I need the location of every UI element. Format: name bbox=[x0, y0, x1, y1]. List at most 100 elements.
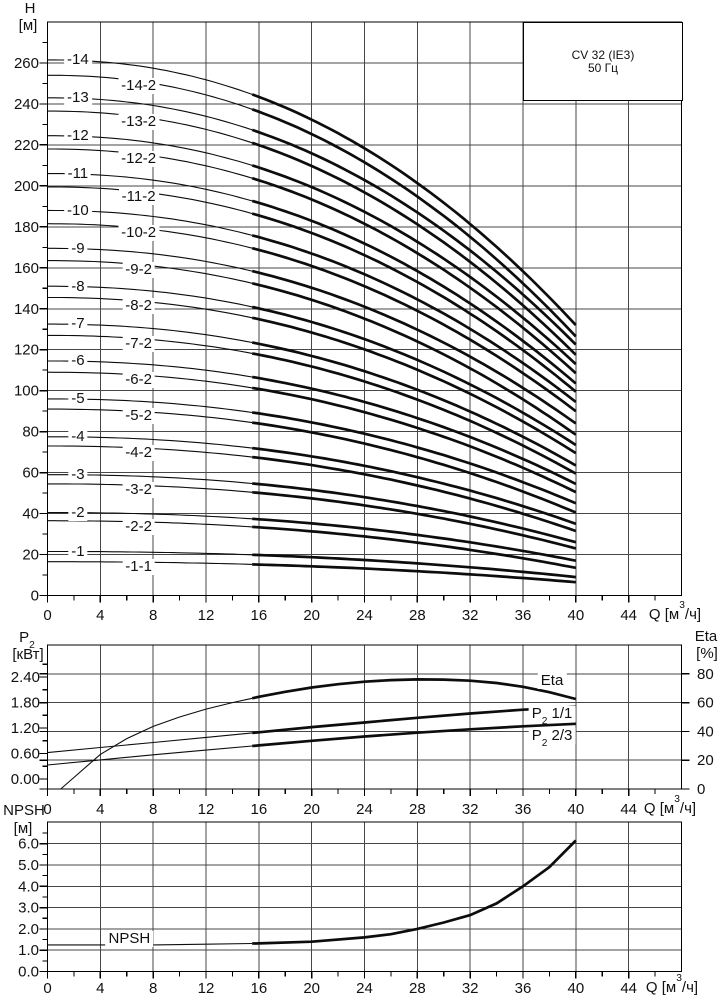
p2-tick-label: 1.20 bbox=[11, 720, 40, 737]
x-tick-label: 12 bbox=[198, 980, 215, 997]
curve-thick bbox=[252, 411, 577, 505]
x-tick-label: 24 bbox=[356, 607, 373, 624]
curve-thick bbox=[251, 316, 577, 455]
p2-tick-label: 1.80 bbox=[11, 695, 40, 712]
curve-thick bbox=[251, 108, 577, 338]
curve-thin bbox=[47, 732, 253, 754]
p2-tick-label: 0.60 bbox=[11, 746, 40, 763]
x-tick-label: 32 bbox=[462, 607, 479, 624]
curve-thick bbox=[251, 164, 577, 366]
pump-type-name: CV 32 (IE3) bbox=[571, 47, 635, 62]
curve-label-3: -3 bbox=[68, 466, 88, 483]
x-tick-label: 20 bbox=[303, 801, 320, 818]
eta-axis-title: Eta bbox=[694, 628, 718, 645]
p2-axis-title: P2 bbox=[19, 629, 35, 651]
curve-label-13: -13 bbox=[64, 90, 92, 107]
curve-thick bbox=[252, 490, 577, 550]
curve-thick bbox=[252, 563, 576, 584]
curve-label-1-1: -1-1 bbox=[122, 559, 155, 576]
x-tick-label: 0 bbox=[43, 607, 51, 624]
curve-thick bbox=[251, 281, 577, 436]
curve-label-7: -7 bbox=[68, 316, 88, 333]
eta-axis-unit: [%] bbox=[696, 645, 718, 662]
curve-thick bbox=[251, 212, 577, 393]
curve-label-7-2: -7-2 bbox=[122, 335, 155, 352]
curve-label-2-2: -2-2 bbox=[122, 518, 155, 535]
chart-grid bbox=[39, 822, 682, 979]
curve-thin bbox=[47, 745, 253, 766]
eta-tick-label: 40 bbox=[697, 723, 714, 740]
h-tick-label: 20 bbox=[22, 547, 39, 564]
x-tick-label: 4 bbox=[96, 980, 104, 997]
curve-thick bbox=[251, 199, 577, 385]
curve-label-6: -6 bbox=[68, 353, 88, 370]
h-axis-unit: [м] bbox=[18, 17, 38, 34]
curve-thick bbox=[252, 455, 577, 533]
h-tick-label: 120 bbox=[14, 342, 39, 359]
curve-label-4-2: -4-2 bbox=[122, 444, 155, 461]
x-tick-label: 16 bbox=[250, 801, 267, 818]
x-tick-label: 24 bbox=[356, 980, 373, 997]
q-axis-label-top: Q [м3/ч] bbox=[648, 600, 702, 623]
curve-thick bbox=[252, 482, 577, 544]
eta-tick-label: 60 bbox=[697, 695, 714, 712]
curve-thick bbox=[251, 386, 577, 494]
curve-thick bbox=[251, 128, 577, 346]
h-tick-label: 240 bbox=[14, 96, 39, 113]
curve-label-10-2: -10-2 bbox=[118, 225, 160, 242]
npsh-tick-label: 4.0 bbox=[18, 878, 39, 895]
curve-thick bbox=[252, 446, 577, 526]
x-tick-label: 20 bbox=[303, 980, 320, 997]
curve-label-eta: Eta bbox=[537, 673, 567, 689]
x-tick-label: 40 bbox=[567, 980, 584, 997]
x-tick-label: 4 bbox=[96, 607, 104, 624]
x-tick-label: 32 bbox=[462, 801, 479, 818]
h-axis-title: H bbox=[24, 0, 36, 17]
x-tick-label: 44 bbox=[620, 801, 637, 818]
chart-border bbox=[46, 21, 683, 597]
npsh-tick-label: 5.0 bbox=[18, 857, 39, 874]
npsh-axis-unit: [м] bbox=[13, 820, 33, 837]
eta-tick-label: 80 bbox=[697, 666, 714, 683]
x-tick-label: 36 bbox=[515, 801, 532, 818]
x-tick-label: 20 bbox=[303, 607, 320, 624]
h-tick-label: 80 bbox=[22, 424, 39, 441]
curve-label-npsh: NPSH bbox=[105, 930, 154, 947]
curve-thick bbox=[252, 517, 577, 563]
h-tick-label: 100 bbox=[14, 383, 39, 400]
curve-thick bbox=[251, 246, 577, 413]
x-tick-label: 40 bbox=[567, 801, 584, 818]
curve-label-13-2: -13-2 bbox=[118, 113, 160, 130]
x-tick-label: 4 bbox=[96, 801, 104, 818]
x-tick-label: 16 bbox=[250, 980, 267, 997]
q-axis-label-middle: Q [м3/ч] bbox=[643, 794, 697, 817]
npsh-axis-title: NPSH bbox=[3, 802, 45, 819]
x-tick-label: 0 bbox=[43, 801, 51, 818]
curve-label-2: -2 bbox=[68, 504, 88, 521]
curve-thick bbox=[251, 678, 577, 701]
curve-label-11-2: -11-2 bbox=[118, 188, 159, 205]
eta-tick-label: 0 bbox=[697, 781, 705, 798]
curve-label-10: -10 bbox=[64, 202, 92, 219]
h-tick-label: 160 bbox=[14, 260, 39, 277]
p2-tick-label: 0.00 bbox=[11, 771, 40, 788]
x-tick-label: 16 bbox=[250, 607, 267, 624]
chart-border bbox=[46, 821, 683, 973]
chart-grid bbox=[39, 645, 690, 796]
curve-label-6-2: -6-2 bbox=[122, 371, 155, 388]
x-tick-label: 32 bbox=[462, 980, 479, 997]
curve-thick bbox=[251, 141, 577, 356]
x-tick-label: 28 bbox=[409, 607, 426, 624]
x-tick-label: 44 bbox=[620, 607, 637, 624]
h-tick-label: 200 bbox=[14, 178, 39, 195]
x-tick-label: 36 bbox=[515, 980, 532, 997]
curve-thick bbox=[251, 375, 577, 486]
x-tick-label: 8 bbox=[149, 607, 157, 624]
curve-thick bbox=[251, 305, 577, 447]
h-tick-label: 60 bbox=[22, 465, 39, 482]
curve-label-5-2: -5-2 bbox=[122, 408, 155, 425]
pump-frequency: 50 Гц bbox=[587, 60, 619, 75]
curve-thick bbox=[251, 176, 577, 375]
x-tick-label: 8 bbox=[149, 801, 157, 818]
